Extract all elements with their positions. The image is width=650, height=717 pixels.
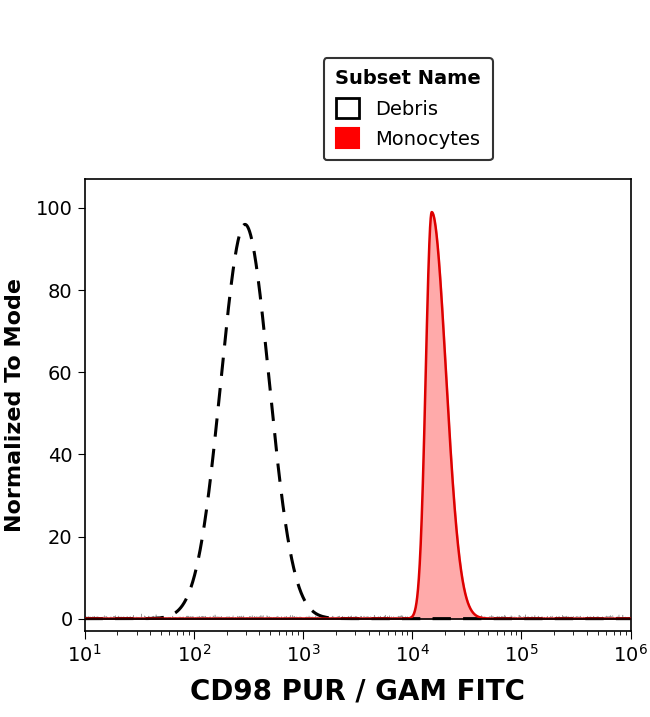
X-axis label: CD98 PUR / GAM FITC: CD98 PUR / GAM FITC [190, 677, 525, 705]
Legend: Debris, Monocytes: Debris, Monocytes [324, 57, 493, 161]
Y-axis label: Normalized To Mode: Normalized To Mode [5, 278, 25, 532]
